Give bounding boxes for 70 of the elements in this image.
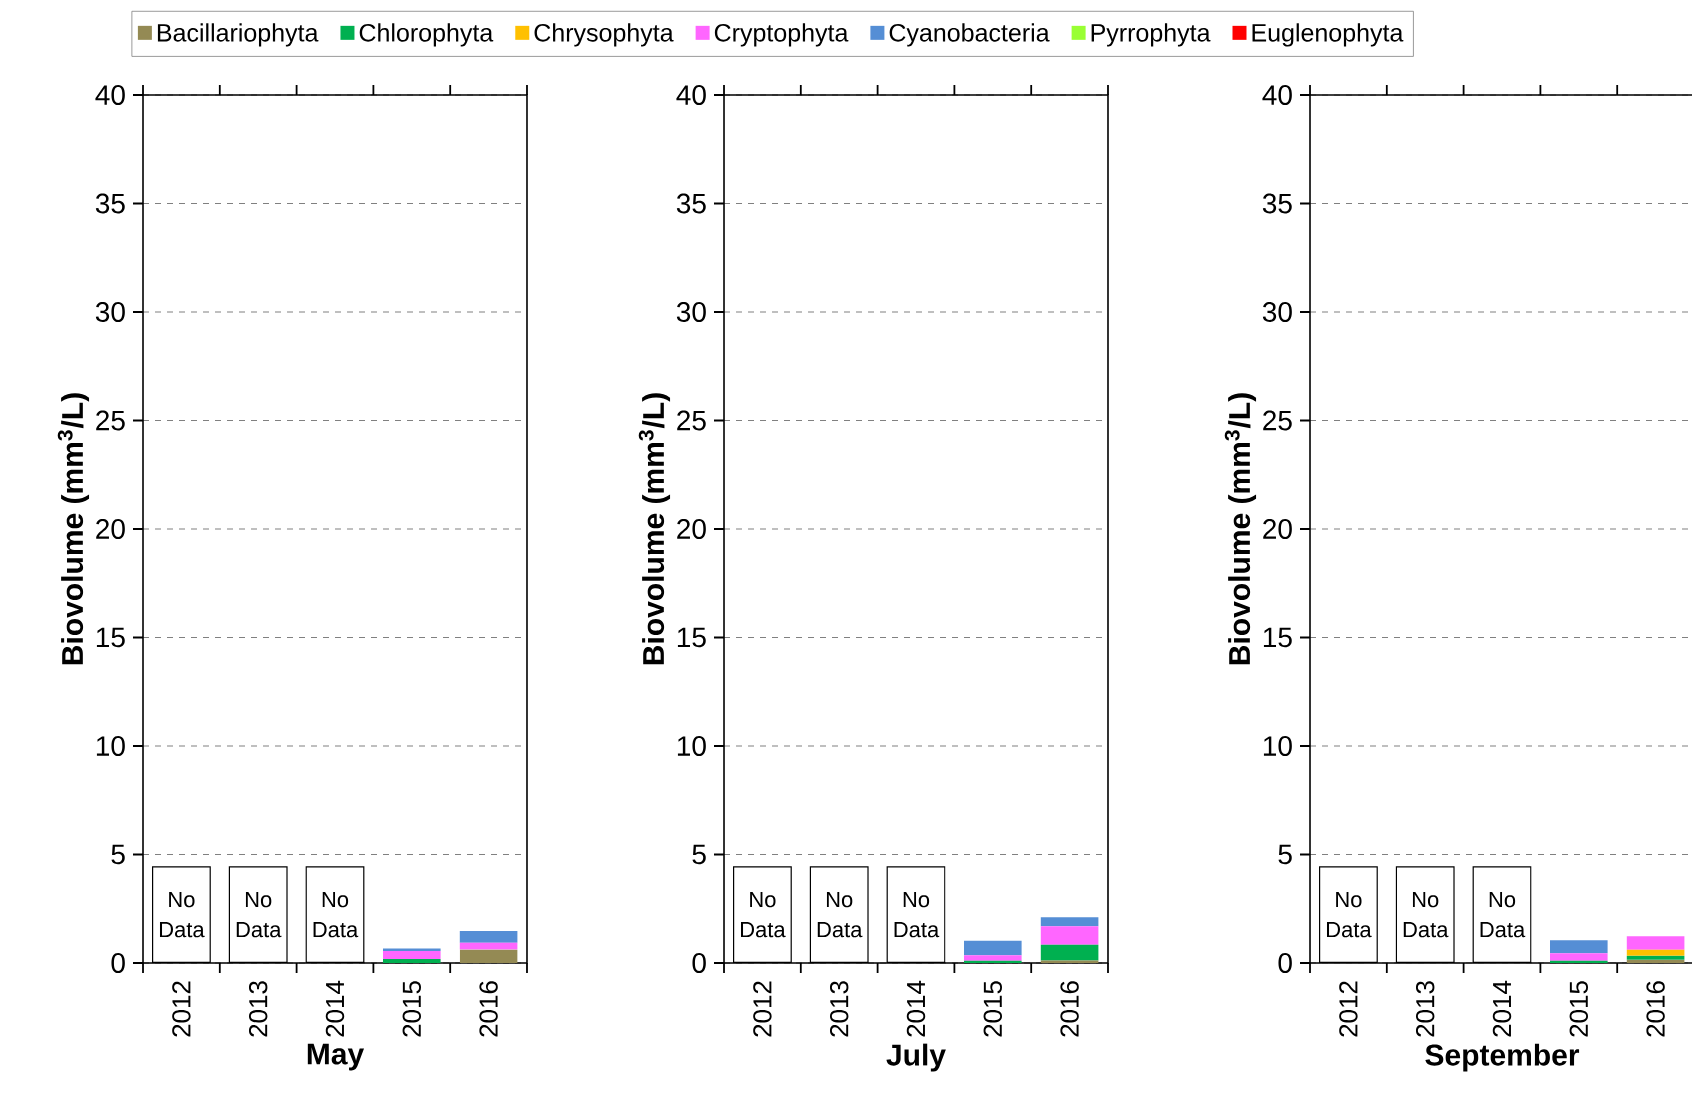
x-tick-label: 2014: [1492, 980, 1512, 1037]
annotation: No Data: [817, 892, 863, 938]
annotation: No Data: [236, 892, 282, 938]
y-tick-label: 35: [676, 193, 706, 214]
y-axis-title: Biovolume (mm$^{3}$/L): [638, 393, 671, 665]
annotation: No Data: [740, 892, 786, 938]
legend-label: Cyanobacteria: [889, 23, 1050, 47]
y-tick-label: 35: [95, 193, 125, 214]
x-tick-label: 2014: [906, 980, 926, 1037]
x-tick-label: 2014: [325, 980, 345, 1037]
y-axis-title: Biovolume (mm$^{3}$/L): [57, 393, 90, 665]
y-tick-label: 30: [1262, 302, 1292, 322]
bar: [383, 948, 441, 952]
y-tick-label: 15: [677, 627, 706, 648]
annotation: No Data: [894, 892, 940, 938]
y-tick-label: 5: [111, 844, 125, 865]
x-tick-label: 2012: [753, 981, 772, 1037]
y-tick-label: 25: [96, 410, 125, 431]
y-tick-label: 25: [1263, 410, 1292, 431]
x-tick-label: 2012: [172, 981, 191, 1037]
y-tick-label: 20: [1263, 519, 1292, 539]
annotation: No Data: [1403, 892, 1449, 938]
x-tick-label: 2016: [1646, 981, 1665, 1037]
x-tick-label: 2015: [402, 981, 421, 1037]
y-tick-label: 0: [692, 953, 706, 973]
y-tick-label: 40: [676, 85, 706, 105]
y-tick-label: 25: [677, 410, 706, 431]
y-tick-label: 10: [677, 736, 706, 756]
y-tick-label: 5: [692, 844, 706, 865]
x-tick-label: 2015: [1569, 981, 1589, 1037]
y-tick-label: 20: [96, 519, 125, 539]
annotation: No Data: [159, 892, 205, 938]
legend-label: Bacillariophyta: [157, 23, 319, 47]
y-tick-label: 35: [1262, 193, 1292, 214]
annotation: No Data: [1327, 892, 1372, 938]
x-tick-label: 2015: [983, 981, 1002, 1037]
bar: [459, 949, 518, 963]
x-axis-title: July: [886, 1043, 946, 1072]
bar: [459, 931, 518, 943]
annotation: No Data: [1480, 892, 1526, 938]
legend-label: Chlorophyta: [359, 23, 494, 47]
y-tick-label: 30: [95, 302, 125, 322]
y-tick-label: 30: [676, 302, 706, 322]
y-axis-title: Biovolume (mm$^{3}$/L): [1224, 393, 1257, 665]
y-tick-label: 15: [1263, 627, 1292, 648]
x-tick-label: 2016: [479, 981, 498, 1037]
y-tick-label: 10: [96, 736, 125, 756]
legend-label: Euglenophyta: [1252, 23, 1404, 47]
bar: [459, 942, 518, 950]
y-tick-label: 0: [111, 953, 125, 973]
y-tick-label: 10: [1263, 736, 1292, 756]
x-axis-title: May: [307, 1043, 365, 1071]
x-axis-title: September: [1425, 1043, 1580, 1072]
x-tick-label: 2013: [248, 981, 268, 1037]
x-tick-label: 2013: [829, 981, 849, 1037]
y-tick-label: 5: [1278, 844, 1292, 865]
x-tick-label: 2013: [1416, 981, 1435, 1037]
legend-label: Cryptophyta: [714, 23, 849, 47]
y-tick-label: 40: [1262, 85, 1292, 105]
annotation: No Data: [313, 892, 359, 938]
legend-label: Pyrrophyta: [1091, 23, 1211, 47]
x-tick-label: 2012: [1339, 981, 1358, 1037]
bar: [383, 959, 441, 963]
y-tick-label: 0: [1278, 953, 1292, 973]
legend-label: Chrysophyta: [534, 23, 674, 47]
bar: [383, 951, 441, 960]
x-tick-label: 2016: [1060, 981, 1079, 1037]
y-tick-label: 15: [96, 627, 125, 648]
y-tick-label: 40: [95, 85, 125, 105]
y-tick-label: 20: [677, 519, 706, 539]
